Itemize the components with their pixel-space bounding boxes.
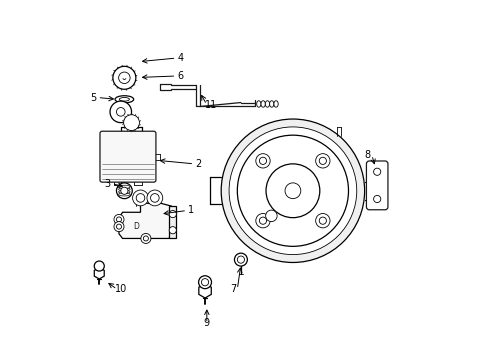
- Polygon shape: [199, 284, 211, 298]
- Circle shape: [315, 154, 329, 168]
- Polygon shape: [169, 206, 176, 238]
- Circle shape: [116, 217, 121, 222]
- Ellipse shape: [119, 185, 130, 188]
- Polygon shape: [94, 267, 104, 279]
- Text: D: D: [133, 222, 139, 231]
- Circle shape: [373, 168, 380, 175]
- Circle shape: [143, 236, 148, 241]
- Circle shape: [285, 183, 300, 199]
- Text: 4: 4: [177, 53, 183, 63]
- Ellipse shape: [115, 96, 133, 103]
- Text: 2: 2: [195, 159, 202, 169]
- Circle shape: [259, 217, 266, 224]
- Circle shape: [116, 108, 125, 116]
- Circle shape: [147, 190, 163, 206]
- Text: 11: 11: [204, 100, 217, 110]
- Ellipse shape: [119, 98, 129, 101]
- Circle shape: [116, 224, 121, 229]
- Text: 7: 7: [229, 284, 236, 294]
- FancyBboxPatch shape: [366, 161, 387, 210]
- FancyBboxPatch shape: [100, 131, 156, 182]
- Circle shape: [228, 127, 356, 255]
- Text: 1: 1: [188, 206, 194, 216]
- Text: 10: 10: [115, 284, 127, 294]
- Text: 9: 9: [203, 319, 209, 328]
- Circle shape: [116, 183, 132, 199]
- Circle shape: [119, 72, 130, 84]
- Circle shape: [198, 276, 211, 289]
- Circle shape: [113, 66, 136, 89]
- Circle shape: [315, 213, 329, 228]
- Circle shape: [234, 253, 247, 266]
- Circle shape: [237, 256, 244, 263]
- Circle shape: [255, 154, 269, 168]
- Circle shape: [265, 164, 319, 218]
- Circle shape: [114, 222, 124, 231]
- Ellipse shape: [265, 101, 269, 107]
- Circle shape: [259, 157, 266, 165]
- Ellipse shape: [119, 188, 130, 191]
- Ellipse shape: [119, 193, 130, 196]
- Circle shape: [132, 190, 148, 206]
- Text: 8: 8: [364, 150, 370, 160]
- Ellipse shape: [269, 101, 273, 107]
- Circle shape: [373, 195, 380, 203]
- Circle shape: [169, 226, 176, 234]
- Circle shape: [121, 187, 128, 194]
- Circle shape: [319, 217, 326, 224]
- Circle shape: [94, 261, 104, 271]
- Circle shape: [169, 211, 176, 218]
- Text: 5: 5: [90, 93, 96, 103]
- Text: 3: 3: [104, 179, 110, 189]
- Circle shape: [255, 213, 269, 228]
- Polygon shape: [119, 203, 171, 238]
- Circle shape: [136, 194, 144, 202]
- Circle shape: [110, 101, 131, 123]
- Ellipse shape: [261, 101, 265, 107]
- Circle shape: [265, 210, 277, 222]
- Text: 6: 6: [177, 71, 183, 81]
- Circle shape: [201, 279, 208, 286]
- Circle shape: [237, 135, 348, 246]
- Circle shape: [150, 194, 159, 202]
- Ellipse shape: [273, 101, 278, 107]
- Circle shape: [319, 157, 326, 165]
- Circle shape: [141, 233, 151, 243]
- Circle shape: [123, 115, 139, 131]
- Ellipse shape: [119, 190, 130, 193]
- Ellipse shape: [256, 101, 261, 107]
- Circle shape: [114, 215, 124, 225]
- Circle shape: [221, 119, 364, 262]
